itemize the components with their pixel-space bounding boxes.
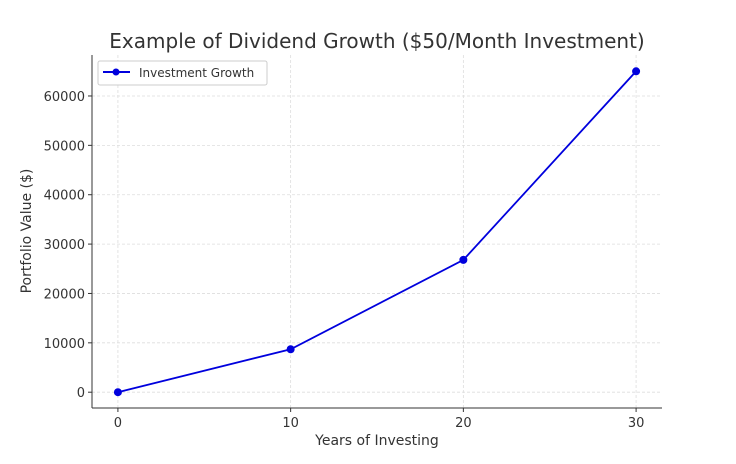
y-tick-label: 30000 [44, 238, 85, 253]
x-tick-label: 0 [114, 416, 122, 431]
x-axis-label: Years of Investing [314, 433, 439, 449]
y-tick-label: 40000 [44, 189, 85, 204]
legend: Investment Growth [97, 60, 268, 86]
axes [91, 55, 662, 409]
data-point [286, 345, 295, 354]
x-tick-label: 10 [282, 416, 299, 431]
y-axis-label: Portfolio Value ($) [19, 169, 35, 294]
data-point [113, 388, 122, 397]
legend-box [97, 60, 268, 86]
series [113, 67, 641, 397]
grid [92, 55, 662, 408]
chart-title: Example of Dividend Growth ($50/Month In… [109, 29, 644, 53]
x-tick-label: 20 [455, 416, 472, 431]
data-point [459, 255, 468, 264]
y-tick-label: 20000 [44, 287, 85, 302]
y-tick-label: 10000 [44, 337, 85, 352]
ticks: 0 10 20 30 0 10000 20000 30000 40000 50000 60000 [44, 90, 645, 431]
y-tick-label: 50000 [44, 139, 85, 154]
data-point [632, 67, 641, 76]
legend-marker-swatch [112, 68, 120, 76]
legend-label: Investment Growth [139, 66, 254, 80]
x-tick-label: 30 [628, 416, 645, 431]
y-tick-label: 0 [77, 386, 85, 401]
y-tick-label: 60000 [44, 90, 85, 105]
series-line [117, 70, 637, 394]
